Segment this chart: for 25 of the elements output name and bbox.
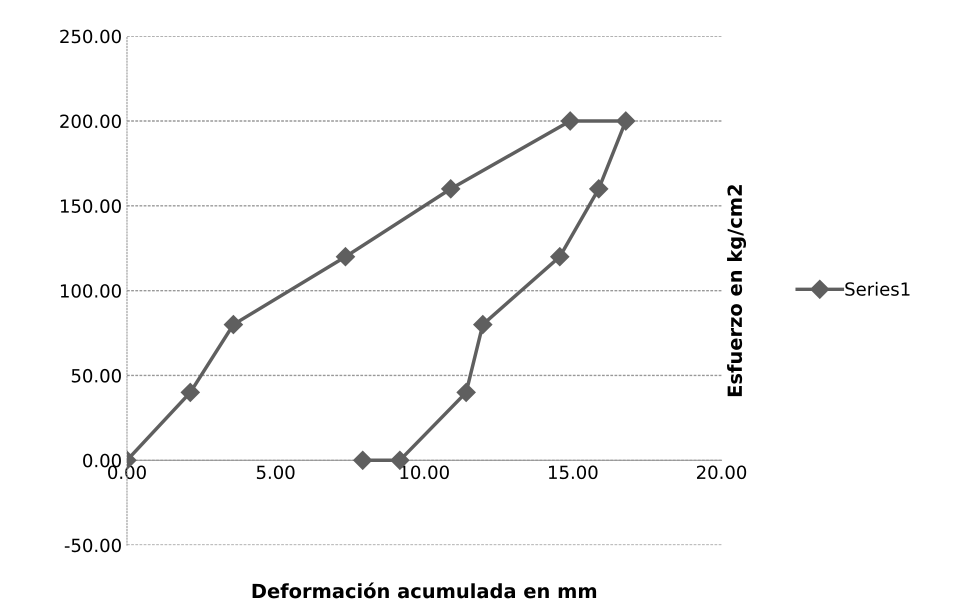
point	[180, 382, 200, 402]
x-tick-label: 15.00	[549, 465, 598, 480]
y-tick-label: 100.00	[60, 284, 121, 298]
y-tick-label: 250.00	[60, 30, 121, 44]
x-tick-label: 20.00	[696, 465, 746, 480]
point	[336, 247, 355, 266]
point	[589, 179, 608, 198]
y-tick-label: 50.00	[72, 368, 121, 383]
point	[224, 315, 243, 334]
point	[560, 111, 580, 131]
x-tick-label: 5.00	[256, 465, 295, 480]
point	[353, 450, 372, 470]
point	[473, 315, 492, 334]
y-tick-label: -50.00	[64, 538, 121, 552]
y-tick-label: 0.00	[83, 454, 121, 468]
y-axis-title: Esfuerzo en kg/cm2	[727, 185, 746, 396]
y-tick-label: 150.00	[60, 199, 121, 213]
x-tick-label: 10.00	[400, 465, 449, 480]
point	[441, 179, 460, 198]
point	[456, 382, 476, 402]
point	[550, 247, 570, 266]
legend-label: Series1	[845, 282, 910, 296]
point	[616, 111, 636, 131]
y-tick-label: 200.00	[60, 114, 121, 128]
x-axis-title: Deformación acumulada en mm	[252, 582, 596, 598]
